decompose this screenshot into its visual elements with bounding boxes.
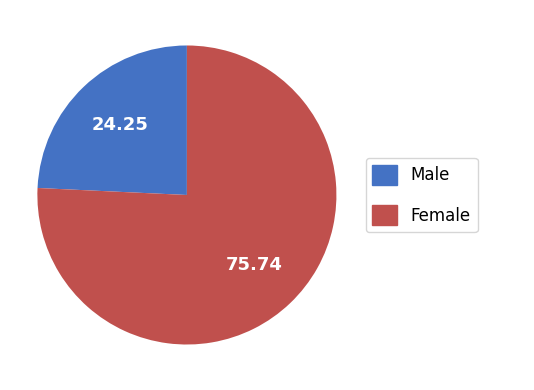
Text: 24.25: 24.25 [91,116,148,134]
Wedge shape [37,46,336,344]
Legend: Male, Female: Male, Female [366,158,477,232]
Wedge shape [37,46,187,195]
Text: 75.74: 75.74 [225,256,282,274]
